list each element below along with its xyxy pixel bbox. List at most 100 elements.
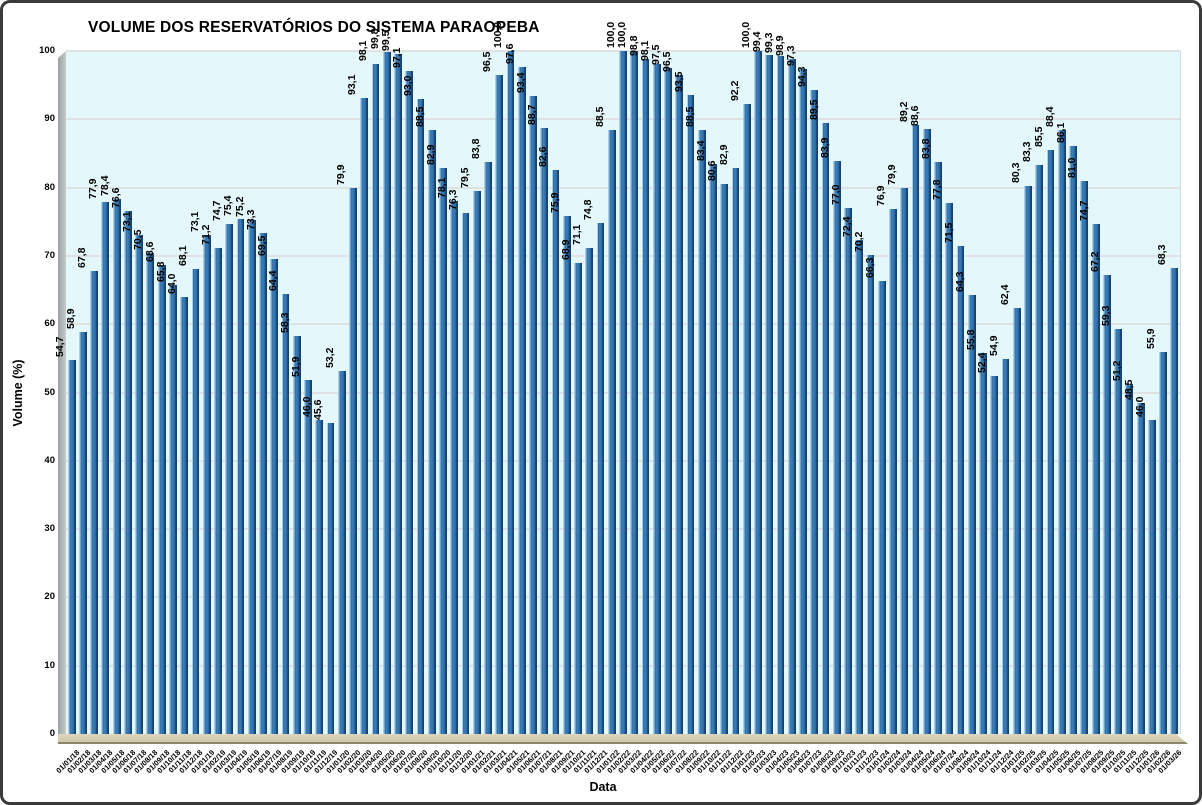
bar [67,360,76,734]
bar-value-label: 88,6 [908,105,921,126]
bar [776,55,785,734]
bar-value-label: 83,3 [1021,141,1034,163]
bar-value-label: 58,3 [278,312,291,333]
bar [945,202,954,734]
bar [1170,267,1179,734]
bar [450,200,459,734]
y-tick-label: 0 [49,728,55,739]
bar [416,98,425,734]
bar-value-label: 64,4 [267,270,280,292]
bar-value-label: 74,8 [582,199,595,221]
bar [731,167,740,734]
bar-value-label: 48,5 [1122,379,1135,400]
bar [1091,223,1100,734]
bar [270,259,279,734]
bar-value-label: 72,4 [841,216,854,237]
bar [78,331,87,734]
bar [652,63,661,734]
y-tick-label: 30 [44,523,55,535]
bar-value-label: 79,5 [458,167,471,189]
bar-value-label: 77,0 [830,184,843,206]
bar [315,419,324,734]
bar-value-label: 83,8 [469,138,482,159]
bar-value-label: 71,1 [571,224,584,246]
bar-value-label: 81,0 [1066,157,1079,178]
bar [281,294,290,734]
bar-value-label: 67,8 [76,247,89,268]
bar [472,191,481,734]
bar-value-label: 93,4 [514,72,527,94]
bar [765,55,774,734]
bar-value-label: 51,9 [289,356,302,377]
plot-area: 54,7 58,9 67,8 77,9 78,4 76,6 73,1 70,5 68,6 65,8… [54,22,1181,734]
bar [1069,145,1077,734]
bar [461,212,470,734]
bar-value-label: 54,7 [53,336,66,358]
bar [371,63,380,734]
bar-value-label: 76,6 [109,187,122,208]
bar [326,422,335,734]
bar [641,59,650,734]
bar-value-label: 64,0 [166,273,179,294]
bar [405,70,414,734]
bar-value-label: 98,9 [773,35,786,56]
bar-value-label: 78,4 [98,175,111,196]
bar-value-label: 64,3 [953,271,966,292]
y-tick-label: 20 [44,591,55,603]
bar [551,169,560,734]
bar [247,220,256,734]
y-tick-label: 70 [44,249,55,261]
bar [664,68,672,734]
bar [1035,165,1044,734]
bar [821,122,830,734]
bar-value-label: 79,9 [334,164,347,186]
bar [1046,150,1055,734]
bar-value-label: 97,3 [785,46,798,67]
bar [259,233,267,734]
y-tick-label: 10 [44,659,55,671]
bar-value-label: 77,8 [931,179,944,200]
bar [574,263,582,734]
bar-value-label: 71,5 [942,222,955,243]
bar-value-label: 80,6 [706,160,719,181]
bar-value-label: 58,9 [64,308,77,329]
bar [146,252,155,734]
bar [202,234,211,734]
bar [630,51,639,734]
bar-value-label: 75,4 [222,195,235,217]
bar [225,223,234,734]
bar [360,98,369,734]
bar [844,208,852,734]
bar [686,95,695,734]
bar-value-label: 83,9 [818,137,831,158]
bar [506,51,515,734]
bar [866,254,875,734]
bar-value-label: 98,1 [357,40,370,61]
bar [1136,402,1145,734]
bar [214,247,222,734]
bar-value-label: 52,4 [976,352,989,374]
bar-value-label: 98,1 [638,40,651,61]
bar [1057,130,1066,734]
bar [168,284,177,734]
bar [607,129,616,734]
bar-value-label: 99,3 [762,32,775,53]
bar-value-label: 99,8 [368,28,381,50]
bar [394,54,402,734]
bar-value-label: 86,1 [1055,122,1068,143]
bar-value-label: 80,3 [1010,162,1023,183]
bar-value-label: 51,2 [1111,360,1124,382]
bar [135,234,144,734]
bar [101,201,110,734]
bar [1080,180,1089,734]
bar-value-label: 93,1 [346,74,359,96]
bar [495,74,504,734]
bar [337,370,346,734]
bar-value-label: 79,9 [886,164,899,186]
bar [1102,275,1111,734]
bar-value-label: 73,3 [244,209,257,231]
bar [180,296,189,734]
bar [877,281,886,734]
bar [979,352,987,734]
